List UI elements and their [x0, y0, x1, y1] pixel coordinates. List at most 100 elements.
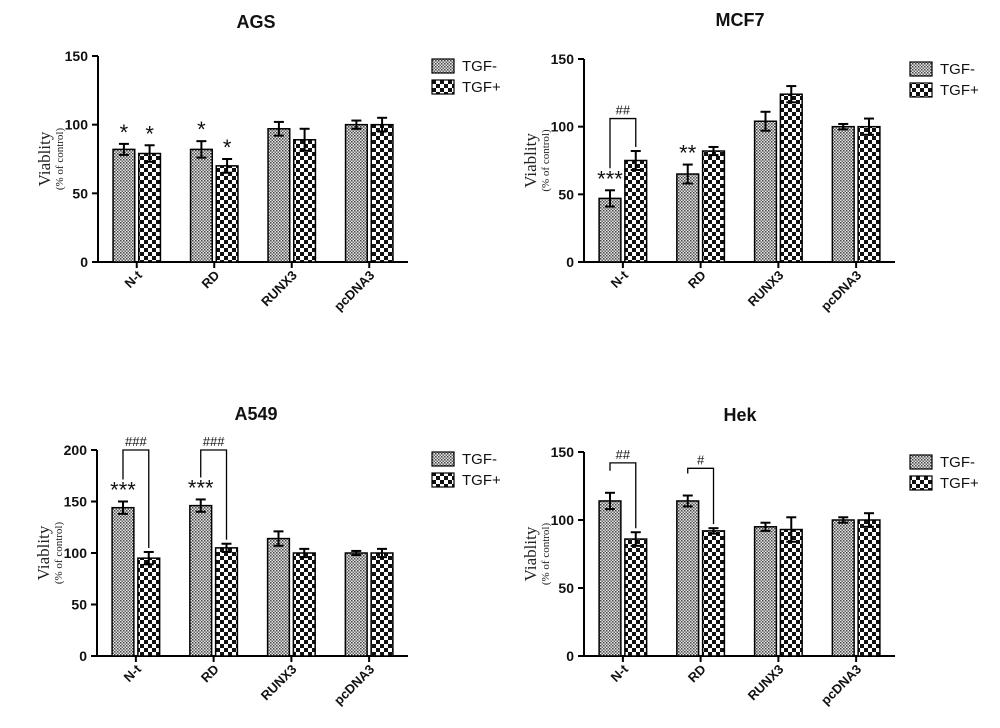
x-tick-label: RD — [198, 662, 222, 686]
comparison-bracket — [200, 449, 228, 540]
bar-tgf-plus — [292, 552, 316, 657]
chart-title: MCF7 — [716, 10, 765, 30]
x-tick-label: RUNX3 — [745, 662, 787, 704]
y-tick-label: 50 — [558, 580, 574, 596]
bar-tgf-plus — [293, 139, 317, 263]
bar-tgf-minus — [753, 120, 778, 263]
bar-tgf-plus — [370, 123, 394, 263]
legend-label: TGF+ — [462, 472, 501, 489]
chart-panel-0: AGS Viablity (% of control) 0 50 100 150 N-t RD R… — [35, 12, 501, 314]
x-tick-label: RD — [685, 662, 709, 686]
bracket-label: ## — [616, 103, 631, 118]
bar-tgf-plus — [857, 125, 881, 263]
bracket-label: ### — [125, 434, 147, 449]
legend-label: TGF- — [462, 58, 497, 75]
legend-swatch-tgf-minus — [909, 61, 933, 77]
bar-tgf-plus — [624, 159, 648, 263]
legend-swatch-tgf-plus — [431, 472, 455, 488]
bar-tgf-minus — [266, 537, 291, 657]
y-tick-label: 150 — [65, 48, 89, 64]
y-tick-label: 50 — [558, 186, 574, 202]
bracket-label: ## — [616, 447, 631, 462]
bar-tgf-plus — [701, 530, 726, 657]
comparison-bracket — [687, 467, 715, 525]
legend-label: TGF- — [940, 454, 975, 471]
y-axis-sublabel: (% of control) — [540, 523, 552, 586]
legend-swatch-tgf-plus — [431, 79, 455, 95]
legend-label: TGF+ — [940, 475, 979, 492]
y-tick-label: 150 — [551, 444, 575, 460]
bar-tgf-minus — [676, 500, 700, 657]
x-tick-label: pcDNA3 — [331, 268, 377, 314]
bar-tgf-minus — [753, 526, 778, 657]
x-tick-label: pcDNA3 — [818, 268, 864, 314]
y-tick-label: 150 — [64, 494, 88, 510]
y-tick-label: 0 — [566, 648, 574, 664]
chart-panel-2: A549 Viablity (% of control) 0 50 100 150 200 N-… — [34, 404, 501, 708]
significance-marker: * — [145, 121, 154, 146]
bar-tgf-minus — [111, 506, 135, 657]
bar-tgf-plus — [701, 150, 726, 263]
significance-marker: * — [120, 120, 129, 145]
x-tick-label: RD — [198, 268, 222, 292]
bar-tgf-minus — [112, 148, 136, 263]
legend-swatch-tgf-minus — [431, 58, 455, 74]
bar-tgf-plus — [214, 547, 239, 657]
significance-marker: *** — [188, 475, 214, 500]
legend-label: TGF+ — [462, 79, 501, 96]
bar-tgf-minus — [598, 500, 622, 657]
y-tick-label: 100 — [65, 117, 89, 133]
bar-tgf-minus — [676, 173, 700, 263]
chart-panel-1: MCF7 Viablity (% of control) 0 50 100 150 N-t RD… — [521, 10, 979, 314]
significance-marker: *** — [110, 478, 136, 503]
legend-label: TGF+ — [940, 82, 979, 99]
bar-tgf-plus — [138, 152, 162, 263]
comparison-bracket — [609, 117, 637, 169]
chart-title: Hek — [723, 405, 757, 425]
x-tick-label: RUNX3 — [258, 662, 300, 704]
chart-title: AGS — [236, 12, 275, 32]
legend-swatch-tgf-plus — [909, 82, 933, 98]
y-tick-label: 0 — [566, 254, 574, 270]
y-tick-label: 50 — [72, 185, 88, 201]
x-tick-label: N-t — [122, 267, 146, 291]
y-tick-label: 150 — [551, 51, 575, 67]
y-tick-label: 100 — [551, 512, 575, 528]
chart-panel-3: Hek Viablity (% of control) 0 50 100 150 N-t RD R… — [521, 405, 979, 708]
chart-title: A549 — [234, 404, 277, 424]
y-tick-label: 200 — [64, 442, 88, 458]
x-tick-label: N-t — [121, 661, 145, 685]
x-tick-label: RD — [685, 268, 709, 292]
x-tick-label: RUNX3 — [745, 268, 787, 310]
legend-label: TGF- — [940, 61, 975, 78]
bracket-label: ### — [203, 434, 225, 449]
y-axis-label: Viablity — [521, 526, 540, 581]
bar-tgf-minus — [189, 148, 214, 263]
bar-tgf-plus — [779, 93, 803, 263]
legend-label: TGF- — [462, 451, 497, 468]
comparison-bracket — [609, 462, 637, 529]
y-axis-sublabel: (% of control) — [540, 129, 552, 192]
bar-tgf-minus — [831, 519, 855, 657]
bar-tgf-minus — [831, 125, 855, 263]
legend-swatch-tgf-plus — [909, 475, 933, 491]
y-tick-label: 50 — [71, 597, 87, 613]
significance-marker: *** — [597, 166, 623, 191]
bar-tgf-minus — [598, 197, 622, 263]
bar-tgf-minus — [344, 123, 368, 263]
x-tick-label: N-t — [608, 267, 632, 291]
legend-swatch-tgf-minus — [909, 454, 933, 470]
y-tick-label: 0 — [79, 648, 87, 664]
bar-tgf-minus — [189, 504, 213, 657]
bar-tgf-plus — [137, 557, 161, 657]
x-tick-label: RUNX3 — [258, 268, 300, 310]
y-tick-label: 100 — [551, 119, 575, 135]
y-axis-label: Viablity — [521, 133, 540, 188]
y-axis-label: Viablity — [35, 131, 54, 186]
bar-tgf-plus — [779, 528, 803, 657]
bar-tgf-plus — [857, 519, 881, 657]
bar-tgf-plus — [624, 538, 648, 657]
bar-tgf-plus — [215, 165, 239, 263]
y-tick-label: 100 — [64, 545, 88, 561]
